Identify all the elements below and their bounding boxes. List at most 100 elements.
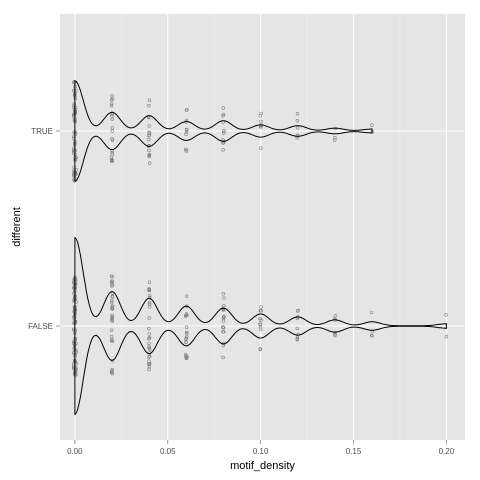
data-point [444, 313, 448, 317]
data-point [222, 131, 226, 135]
data-point [221, 140, 226, 144]
data-point [221, 319, 226, 323]
data-point [295, 111, 300, 116]
x-tick-label: 0.15 [346, 447, 362, 456]
violin-true [74, 79, 373, 183]
x-axis-title: motif_density [230, 460, 295, 472]
data-point [147, 124, 151, 128]
data-point [184, 130, 189, 134]
data-point [221, 114, 225, 118]
data-point [295, 326, 299, 331]
data-point [147, 288, 152, 293]
data-point [184, 312, 189, 316]
data-point [221, 112, 226, 117]
plot-panel [60, 14, 465, 440]
data-point [222, 296, 226, 300]
data-point [147, 327, 151, 331]
data-point [184, 337, 188, 341]
data-point [296, 126, 300, 130]
data-point [147, 131, 152, 135]
data-point [109, 159, 114, 163]
data-point [110, 317, 114, 321]
data-point [109, 98, 114, 102]
data-point [110, 295, 115, 299]
data-point [110, 315, 114, 319]
data-point [72, 102, 76, 106]
data-point [259, 327, 263, 332]
data-point [147, 133, 152, 138]
data-point [110, 313, 114, 317]
data-point [110, 284, 114, 288]
data-point [147, 296, 152, 300]
data-point [72, 299, 76, 303]
data-point [110, 279, 115, 284]
data-point [110, 97, 115, 101]
data-point [147, 346, 152, 350]
x-tick-label: 0.10 [253, 447, 269, 456]
y-tick-label: TRUE [31, 127, 53, 136]
data-point [73, 282, 78, 286]
data-point [110, 274, 115, 279]
data-point [184, 147, 188, 152]
data-point [110, 319, 115, 323]
data-point [184, 132, 188, 136]
data-point [258, 323, 262, 327]
data-point [259, 146, 263, 150]
data-point [259, 309, 263, 313]
data-point [110, 306, 114, 310]
data-point [109, 103, 114, 108]
data-point [148, 362, 152, 366]
data-point [147, 355, 151, 359]
data-point [221, 308, 226, 312]
data-point [147, 367, 151, 372]
data-point [110, 94, 114, 98]
data-point [370, 310, 374, 315]
data-point [110, 137, 114, 141]
data-point [109, 301, 114, 305]
data-point [333, 332, 337, 337]
data-point [147, 280, 152, 284]
data-point [110, 126, 115, 130]
x-tick-label: 0.00 [67, 447, 83, 456]
data-point [444, 334, 449, 339]
x-axis: 0.00 0.05 0.10 0.15 0.20 [67, 440, 455, 456]
x-tick-label: 0.20 [439, 447, 455, 456]
data-point [110, 283, 115, 287]
data-point [185, 294, 189, 298]
data-point [110, 102, 114, 106]
y-axis-title: different [11, 207, 23, 247]
data-point [147, 103, 151, 108]
data-point [184, 330, 189, 334]
data-point [259, 125, 263, 129]
data-point [109, 334, 114, 339]
data-point [109, 369, 114, 374]
data-point [72, 340, 77, 345]
data-point [148, 302, 152, 306]
data-point [259, 119, 263, 124]
data-point [110, 368, 114, 372]
data-point [147, 152, 152, 157]
data-point [221, 315, 226, 319]
violin-false [74, 236, 447, 416]
data-point [147, 332, 152, 336]
data-point [147, 137, 151, 142]
data-point [110, 129, 115, 133]
data-point [147, 148, 151, 153]
data-point [72, 103, 76, 108]
data-point [370, 334, 374, 338]
data-point [110, 150, 115, 155]
data-point [221, 148, 225, 152]
data-point [295, 118, 299, 123]
data-point [72, 342, 76, 346]
data-point [221, 106, 226, 110]
data-point [296, 309, 300, 313]
data-point [110, 318, 114, 323]
data-point [147, 98, 152, 102]
data-point [185, 331, 189, 336]
data-point [110, 114, 114, 118]
data-point [147, 341, 151, 346]
y-axis: TRUE FALSE [28, 127, 60, 331]
data-point [109, 328, 114, 332]
data-point [148, 354, 152, 359]
